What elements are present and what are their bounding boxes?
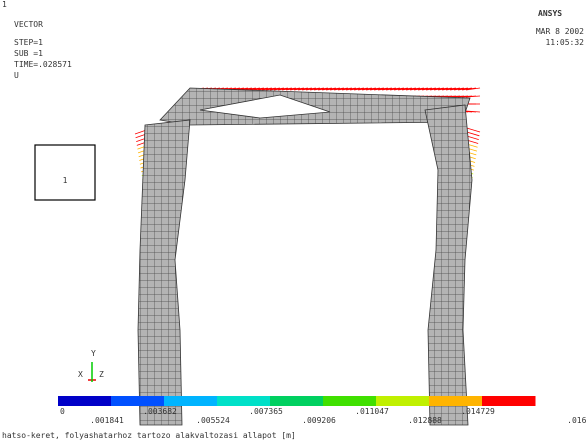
legend-label: .012888 bbox=[408, 416, 442, 425]
legend-label: .011047 bbox=[355, 407, 389, 416]
legend-swatch bbox=[58, 396, 112, 406]
legend-label: .001841 bbox=[90, 416, 124, 425]
legend-swatch bbox=[270, 396, 324, 406]
legend-label: .005524 bbox=[196, 416, 230, 425]
legend-label: .007365 bbox=[249, 407, 283, 416]
triad-x: X bbox=[78, 370, 83, 379]
legend-swatch bbox=[482, 396, 536, 406]
legend-label: .009206 bbox=[302, 416, 336, 425]
clock: 11:05:32 bbox=[545, 38, 584, 47]
quantity: U bbox=[14, 71, 19, 80]
caption: hatso-keret, folyashatarhoz tartozo alak… bbox=[2, 431, 296, 440]
legend-label: .003682 bbox=[143, 407, 177, 416]
plot-type: VECTOR bbox=[14, 20, 43, 29]
legend-swatch bbox=[111, 396, 165, 406]
screenshot: 1 VECTOR STEP=1 SUB =1 TIME=.028571 U AN… bbox=[0, 0, 586, 443]
legend-swatch bbox=[376, 396, 430, 406]
label-box-text: 1 bbox=[63, 176, 68, 185]
legend-swatch bbox=[164, 396, 218, 406]
window-number: 1 bbox=[2, 0, 7, 9]
legend-label: .016571 bbox=[567, 416, 586, 425]
triad-y: Y bbox=[91, 349, 96, 358]
time: TIME=.028571 bbox=[14, 60, 72, 69]
date: MAR 8 2002 bbox=[536, 27, 584, 36]
logo: ANSYS bbox=[538, 9, 562, 18]
triad-z: Z bbox=[99, 370, 104, 379]
legend-label: .014729 bbox=[461, 407, 495, 416]
step: STEP=1 bbox=[14, 38, 43, 47]
sub: SUB =1 bbox=[14, 49, 43, 58]
legend-swatch bbox=[323, 396, 377, 406]
legend-label: 0 bbox=[60, 407, 65, 416]
label-box bbox=[35, 145, 95, 200]
background bbox=[0, 0, 586, 443]
legend-swatch bbox=[429, 396, 483, 406]
legend-swatch bbox=[217, 396, 271, 406]
